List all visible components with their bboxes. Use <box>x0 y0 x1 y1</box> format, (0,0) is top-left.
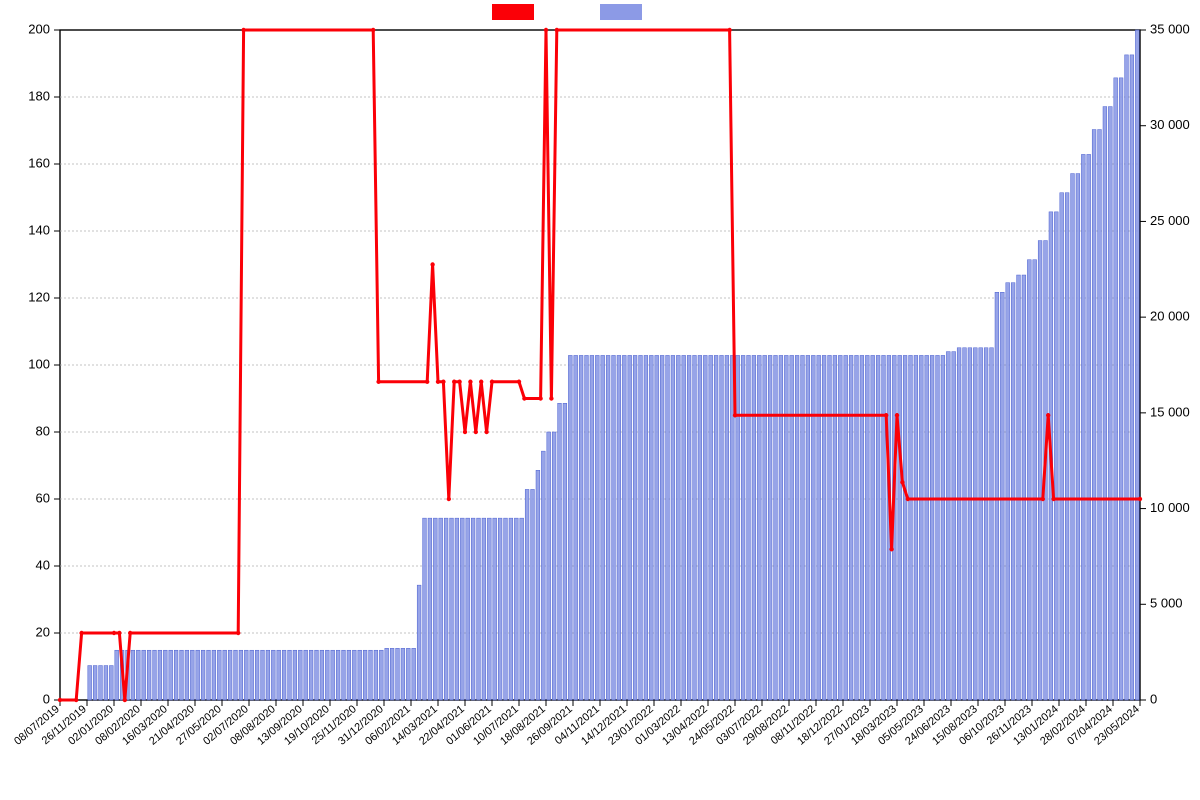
y-left-tick: 0 <box>43 691 50 706</box>
y-right-tick: 10 000 <box>1150 500 1190 515</box>
y-right-tick: 0 <box>1150 691 1157 706</box>
y-right-tick: 25 000 <box>1150 213 1190 228</box>
y-right-tick: 15 000 <box>1150 404 1190 419</box>
y-left-tick: 100 <box>28 356 50 371</box>
y-left-tick: 20 <box>36 624 50 639</box>
y-left-tick: 60 <box>36 490 50 505</box>
y-right-tick: 35 000 <box>1150 21 1190 36</box>
legend-swatch <box>492 4 534 20</box>
y-left-tick: 140 <box>28 222 50 237</box>
y-left-tick: 40 <box>36 557 50 572</box>
y-left-tick: 160 <box>28 155 50 170</box>
y-right-tick: 5 000 <box>1150 596 1183 611</box>
legend-swatch <box>600 4 642 20</box>
y-right-tick: 30 000 <box>1150 117 1190 132</box>
y-left-tick: 200 <box>28 21 50 36</box>
y-left-tick: 80 <box>36 423 50 438</box>
y-left-tick: 120 <box>28 289 50 304</box>
y-left-tick: 180 <box>28 88 50 103</box>
y-right-tick: 20 000 <box>1150 309 1190 324</box>
price-history-chart: 0 20 40 60 80 100 120 140 160 180 200 0 5 000 10 000 1… <box>0 0 1200 800</box>
